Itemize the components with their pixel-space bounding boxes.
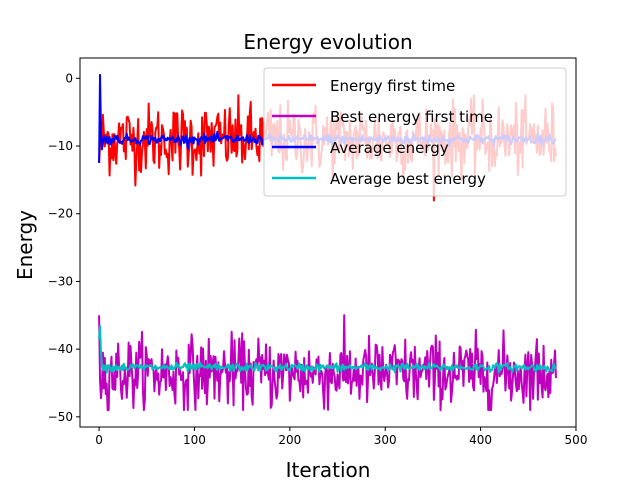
series-line-3 bbox=[98, 324, 557, 374]
x-axis-title: Iteration bbox=[286, 458, 371, 480]
y-tick-label: −20 bbox=[48, 207, 73, 221]
x-tick-label: 400 bbox=[469, 433, 492, 447]
y-tick-label: 0 bbox=[65, 71, 73, 85]
y-tick-label: −30 bbox=[48, 274, 73, 288]
x-tick-label: 500 bbox=[565, 433, 588, 447]
legend-label: Energy first time bbox=[330, 77, 455, 95]
x-tick-label: 300 bbox=[374, 433, 397, 447]
axes: 0 100 200 300 400 500 0 −10 −20 −30 −40 −50 bbox=[48, 57, 588, 447]
x-tick-label: 0 bbox=[95, 433, 103, 447]
plot-frame bbox=[79, 57, 577, 428]
x-tick-label: 100 bbox=[183, 433, 206, 447]
legend-label: Best energy first time bbox=[330, 108, 493, 126]
y-tick-label: −40 bbox=[48, 342, 73, 356]
y-axis-title: Energy bbox=[13, 210, 37, 280]
x-tick-label: 200 bbox=[278, 433, 301, 447]
legend-label: Average energy bbox=[330, 139, 449, 157]
y-tick-label: −10 bbox=[48, 139, 73, 153]
chart-title: Energy evolution bbox=[243, 30, 412, 54]
legend: Energy first time Best energy first time A… bbox=[263, 67, 567, 197]
legend-box bbox=[263, 67, 567, 197]
legend-label: Average best energy bbox=[330, 170, 486, 188]
series-line-1 bbox=[98, 314, 557, 412]
y-tick-label: −50 bbox=[48, 410, 73, 424]
